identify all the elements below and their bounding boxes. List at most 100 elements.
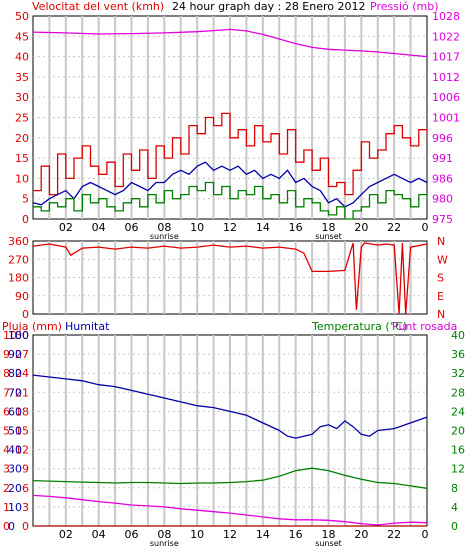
- humidity-x-tick-label: 22: [387, 528, 401, 541]
- humidity-percent-tick-label: 60: [8, 405, 22, 418]
- wind-tick-label: 50: [15, 10, 29, 23]
- wind-tick-label: 20: [15, 132, 29, 145]
- humidity-punt-rosada-line: [32, 494, 428, 526]
- humidity-percent-tick-label: 0: [8, 520, 15, 533]
- chart-title: 24 hour graph day : 28 Enero 2012: [172, 0, 366, 13]
- humidity-humitat-line: [32, 374, 428, 439]
- temperature-tick-label: 28: [451, 386, 465, 399]
- humidity-axis-label: Humitat: [65, 320, 110, 333]
- rain-tick-label: 9: [3, 348, 10, 361]
- wind-x-tick-label: 08: [157, 221, 171, 234]
- humidity-percent-tick-label: 40: [8, 444, 22, 457]
- humidity-percent-tick-label: 50: [8, 425, 22, 438]
- wind-x-tick-label: 0: [422, 221, 429, 234]
- wind-tick-label: 35: [15, 71, 29, 84]
- humidity-x-tick-label: 02: [59, 528, 73, 541]
- humidity-tick-label: 3: [22, 501, 29, 514]
- rain-tick-label: 1: [3, 501, 10, 514]
- wind-x-tick-label: 12: [223, 221, 237, 234]
- direction-tick-label: 90: [15, 290, 29, 303]
- humidity-x-tick-label: 10: [190, 528, 204, 541]
- direction-tick-label: 360: [8, 235, 29, 248]
- compass-tick-label: W: [437, 253, 448, 266]
- compass-tick-label: E: [437, 290, 444, 303]
- temperature-tick-label: 16: [451, 444, 465, 457]
- wind-tick-label: 10: [15, 172, 29, 185]
- rain-tick-label: 2: [3, 482, 10, 495]
- humidity-tick-label: 21: [15, 386, 29, 399]
- wind-x-tick-label: 04: [92, 221, 106, 234]
- humidity-x-sublabel: sunrise: [150, 539, 179, 548]
- dewpoint-axis-label: Punt rosada: [392, 320, 457, 333]
- humidity-x-sublabel: sunset: [315, 539, 342, 548]
- temperature-tick-label: 20: [451, 425, 465, 438]
- humidity-tick-label: 30: [15, 329, 29, 342]
- rain-tick-label: 7: [3, 386, 10, 399]
- rain-tick-label: 8: [3, 367, 10, 380]
- rain-tick-label: 0: [3, 520, 10, 533]
- wind-x-tick-label: 20: [354, 221, 368, 234]
- humidity-tick-label: 15: [15, 425, 29, 438]
- wind-tick-label: 15: [15, 152, 29, 165]
- wind-tick-label: 0: [22, 213, 29, 226]
- humidity-percent-tick-label: 30: [8, 463, 22, 476]
- humidity-tick-label: 0: [22, 520, 29, 533]
- pressure-tick-label: 1012: [432, 71, 460, 84]
- pressure-tick-label: 1001: [432, 112, 460, 125]
- wind-x-tick-label: 22: [387, 221, 401, 234]
- pressure-tick-label: 986: [432, 172, 453, 185]
- humidity-x-tick-label: 16: [289, 528, 303, 541]
- wind-pressi--line: [32, 28, 428, 58]
- wind-x-tick-label: 10: [190, 221, 204, 234]
- humidity-x-tick-label: 18: [322, 528, 336, 541]
- rain-tick-label: 5: [3, 425, 10, 438]
- humidity-tick-label: 27: [15, 348, 29, 361]
- temperature-tick-label: 40: [451, 329, 465, 342]
- pressure-tick-label: 1022: [432, 30, 460, 43]
- wind-tick-label: 25: [15, 112, 29, 125]
- wind-tick-label: 45: [15, 30, 29, 43]
- temperature-tick-label: 36: [451, 348, 465, 361]
- temperature-tick-label: 24: [451, 405, 465, 418]
- pressure-tick-label: 1017: [432, 51, 460, 64]
- wind-axis-label: Velocitat del vent (kmh): [32, 0, 164, 13]
- humidity-temperatura-line: [32, 467, 428, 489]
- pressure-tick-label: 991: [432, 152, 453, 165]
- pressure-tick-label: 975: [432, 213, 453, 226]
- temperature-tick-label: 8: [451, 482, 458, 495]
- humidity-x-tick-label: 04: [92, 528, 106, 541]
- humidity-x-tick-label: 0: [422, 528, 429, 541]
- humidity-percent-tick-label: 80: [8, 367, 22, 380]
- rain-tick-label: 10: [3, 329, 17, 342]
- pressure-tick-label: 980: [432, 193, 453, 206]
- humidity-x-tick-label: 14: [256, 528, 270, 541]
- humidity-x-tick-label: 12: [223, 528, 237, 541]
- rain-axis-label: Pluja (mm): [2, 320, 62, 333]
- humidity-percent-tick-label: 20: [8, 482, 22, 495]
- wind-tick-label: 40: [15, 51, 29, 64]
- humidity-tick-label: 6: [22, 482, 29, 495]
- compass-tick-label: N: [437, 308, 445, 321]
- humidity-percent-tick-label: 100: [8, 329, 29, 342]
- direction-direcci--line: [32, 242, 428, 315]
- temperature-tick-label: 0: [451, 520, 458, 533]
- wind-x-tick-label: 06: [125, 221, 139, 234]
- wind-x-tick-label: 02: [59, 221, 73, 234]
- pressure-tick-label: 996: [432, 132, 453, 145]
- temperature-axis-label: Temperatura (°C): [311, 320, 407, 333]
- humidity-x-tick-label: 08: [157, 528, 171, 541]
- wind-vent-m-nim-line: [33, 181, 428, 220]
- wind-x-sublabel: sunrise: [150, 232, 179, 241]
- humidity-tick-label: 18: [15, 405, 29, 418]
- wind-velocitat-del-vent-line: [33, 112, 428, 196]
- wind-ratxa-mitjana-line: [32, 161, 428, 208]
- humidity-x-tick-label: 06: [125, 528, 139, 541]
- compass-tick-label: S: [437, 272, 444, 285]
- humidity-x-tick-label: 20: [354, 528, 368, 541]
- humidity-tick-label: 9: [22, 463, 29, 476]
- direction-tick-label: 270: [8, 253, 29, 266]
- wind-tick-label: 5: [22, 193, 29, 206]
- temperature-tick-label: 4: [451, 501, 458, 514]
